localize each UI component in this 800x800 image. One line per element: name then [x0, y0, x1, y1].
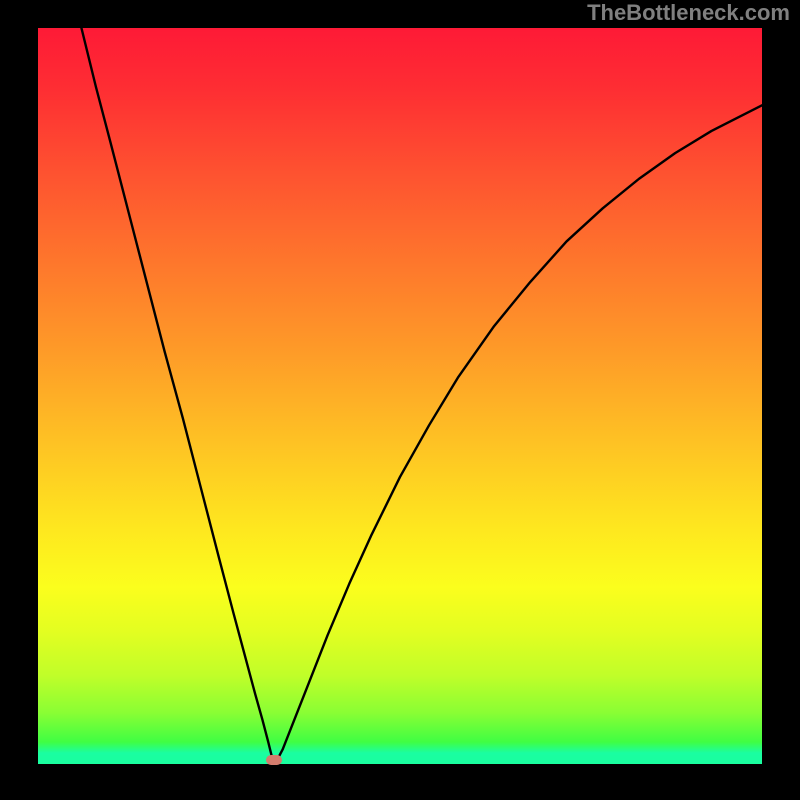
chart-curve-svg [38, 28, 762, 764]
minimum-marker [266, 755, 282, 765]
watermark-text: TheBottleneck.com [587, 0, 790, 26]
chart-plot-area [38, 28, 762, 764]
bottleneck-curve [81, 28, 762, 762]
